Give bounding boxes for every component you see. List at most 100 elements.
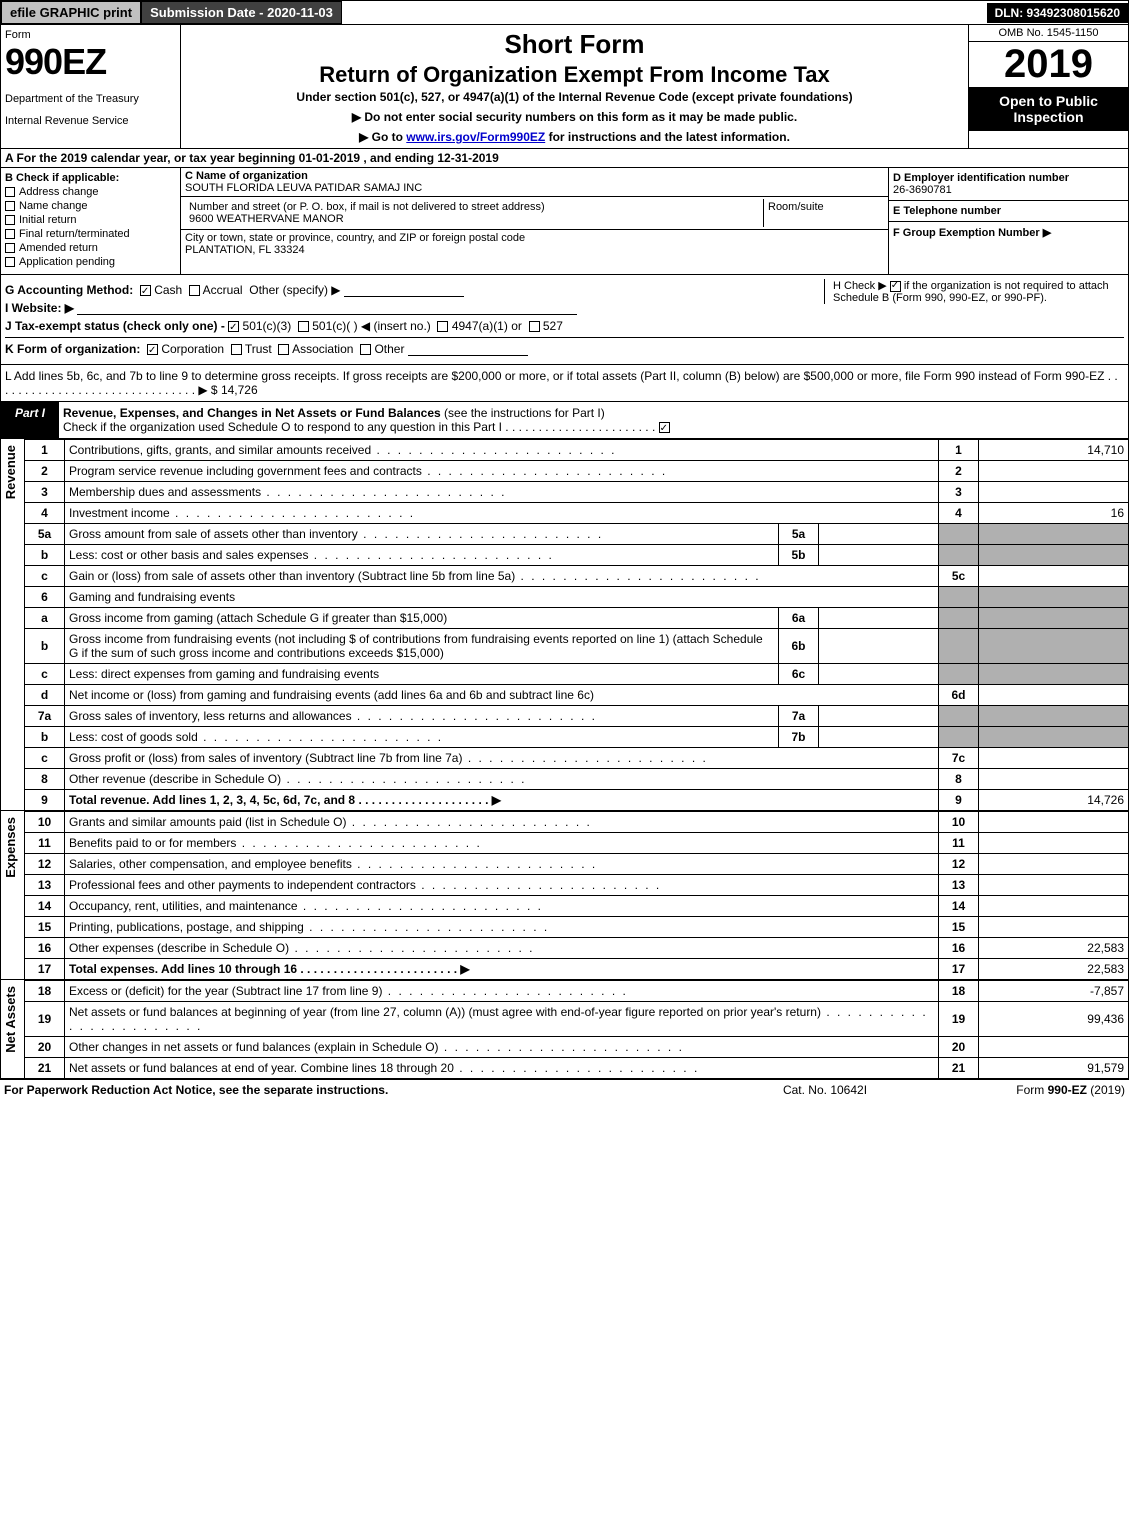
chk-app-pending[interactable]: Application pending (5, 256, 176, 268)
ln-6d-num: d (25, 685, 65, 706)
ln-7b-sa (819, 727, 939, 748)
ln-17-text: Total expenses. Add lines 10 through 16 … (69, 962, 470, 976)
ln-8-num: 8 (25, 769, 65, 790)
ln-7c-r: 7c (939, 748, 979, 769)
h-checkbox[interactable] (890, 281, 901, 292)
g-accrual-chk[interactable] (189, 285, 200, 296)
j-4947-chk[interactable] (437, 321, 448, 332)
ln-7b-shade-r (939, 727, 979, 748)
part-1-check[interactable] (659, 422, 670, 433)
ln-4-text: Investment income (65, 503, 939, 524)
ln-1-r: 1 (939, 440, 979, 461)
header-mid: Short Form Return of Organization Exempt… (181, 25, 968, 148)
ln-1-num: 1 (25, 440, 65, 461)
page-footer: For Paperwork Reduction Act Notice, see … (0, 1079, 1129, 1100)
ln-1-text: Contributions, gifts, grants, and simila… (65, 440, 939, 461)
part-1-title: Revenue, Expenses, and Changes in Net As… (59, 402, 1128, 438)
line-19: 19Net assets or fund balances at beginni… (25, 1002, 1129, 1037)
ln-17-num: 17 (25, 959, 65, 980)
city-value: PLANTATION, FL 33324 (185, 244, 305, 256)
j-501c3: 501(c)(3) (243, 319, 292, 333)
ln-18-num: 18 (25, 981, 65, 1002)
chk-initial-return[interactable]: Initial return (5, 214, 176, 226)
website-input[interactable] (77, 301, 577, 315)
line-9: 9Total revenue. Add lines 1, 2, 3, 4, 5c… (25, 790, 1129, 811)
ln-18-text: Excess or (deficit) for the year (Subtra… (65, 981, 939, 1002)
form-label: Form (5, 29, 176, 41)
ln-6b-num: b (25, 629, 65, 664)
chk-address-change[interactable]: Address change (5, 186, 176, 198)
irs-link[interactable]: www.irs.gov/Form990EZ (406, 130, 545, 144)
ln-5a-sa (819, 524, 939, 545)
ln-2-amt (979, 461, 1129, 482)
ln-7c-amt (979, 748, 1129, 769)
expenses-vlabel: Expenses (0, 811, 24, 980)
ln-3-num: 3 (25, 482, 65, 503)
ln-21-amt: 91,579 (979, 1058, 1129, 1079)
j-527: 527 (543, 319, 563, 333)
g-cash-chk[interactable] (140, 285, 151, 296)
ln-6b-text: Gross income from fundraising events (no… (65, 629, 779, 664)
footer-right: Form 990-EZ (2019) (925, 1083, 1125, 1097)
k-other-input[interactable] (408, 342, 528, 356)
ln-1-amt: 14,710 (979, 440, 1129, 461)
group-label: F Group Exemption Number ▶ (893, 227, 1051, 239)
ln-6c-sa (819, 664, 939, 685)
ln-6a-sl: 6a (779, 608, 819, 629)
j-501c3-chk[interactable] (228, 321, 239, 332)
street-label: Number and street (or P. O. box, if mail… (189, 201, 545, 213)
ln-5a-shade-r (939, 524, 979, 545)
ln-8-r: 8 (939, 769, 979, 790)
ssn-warning: ▶ Do not enter social security numbers o… (185, 110, 964, 124)
part-1-title-bold: Revenue, Expenses, and Changes in Net As… (63, 406, 441, 420)
k-other-chk[interactable] (360, 344, 371, 355)
ln-9-num: 9 (25, 790, 65, 811)
room-suite-label: Room/suite (764, 199, 884, 227)
part-1-check-line: Check if the organization used Schedule … (63, 420, 655, 434)
ln-14-amt (979, 896, 1129, 917)
ln-5c-num: c (25, 566, 65, 587)
g-other-input[interactable] (344, 283, 464, 297)
ln-6a-sa (819, 608, 939, 629)
efile-print-button[interactable]: efile GRAPHIC print (1, 1, 141, 24)
k-assoc-chk[interactable] (278, 344, 289, 355)
org-name: SOUTH FLORIDA LEUVA PATIDAR SAMAJ INC (185, 182, 422, 194)
j-527-chk[interactable] (529, 321, 540, 332)
j-501c-chk[interactable] (298, 321, 309, 332)
chk-name-change[interactable]: Name change (5, 200, 176, 212)
ln-6d-r: 6d (939, 685, 979, 706)
ln-13-text: Professional fees and other payments to … (65, 875, 939, 896)
ln-7a-sl: 7a (779, 706, 819, 727)
ln-7a-sa (819, 706, 939, 727)
chk-final-return[interactable]: Final return/terminated (5, 228, 176, 240)
ein-block: D Employer identification number 26-3690… (889, 168, 1128, 201)
ln-6c-text: Less: direct expenses from gaming and fu… (65, 664, 779, 685)
line-17: 17 Total expenses. Add lines 10 through 1… (25, 959, 1129, 980)
ln-19-num: 19 (25, 1002, 65, 1037)
revenue-vlabel: Revenue (0, 439, 24, 811)
tel-label: E Telephone number (893, 205, 1001, 217)
k-corp-chk[interactable] (147, 344, 158, 355)
part-1-title-rest: (see the instructions for Part I) (441, 406, 605, 420)
line-15: 15Printing, publications, postage, and s… (25, 917, 1129, 938)
k-trust-chk[interactable] (231, 344, 242, 355)
row-a-tax-year: A For the 2019 calendar year, or tax yea… (0, 149, 1129, 168)
org-name-block: C Name of organization SOUTH FLORIDA LEU… (181, 168, 888, 197)
netassets-vlabel-text: Net Assets (1, 980, 20, 1059)
ln-18-amt: -7,857 (979, 981, 1129, 1002)
j-501c: 501(c)( ) ◀ (insert no.) (312, 319, 431, 333)
chk-amended-return[interactable]: Amended return (5, 242, 176, 254)
ln-5a-shade-a (979, 524, 1129, 545)
ln-10-text: Grants and similar amounts paid (list in… (65, 812, 939, 833)
ln-7a-shade-a (979, 706, 1129, 727)
line-11: 11Benefits paid to or for members11 (25, 833, 1129, 854)
ln-17-amt: 22,583 (979, 959, 1129, 980)
ln-3-amt (979, 482, 1129, 503)
ln-5b-num: b (25, 545, 65, 566)
line-16: 16Other expenses (describe in Schedule O… (25, 938, 1129, 959)
ln-10-amt (979, 812, 1129, 833)
ln-7b-num: b (25, 727, 65, 748)
ln-5a-text: Gross amount from sale of assets other t… (65, 524, 779, 545)
j-4947: 4947(a)(1) or (452, 319, 522, 333)
h-schedule-b: H Check ▶ if the organization is not req… (824, 279, 1124, 304)
